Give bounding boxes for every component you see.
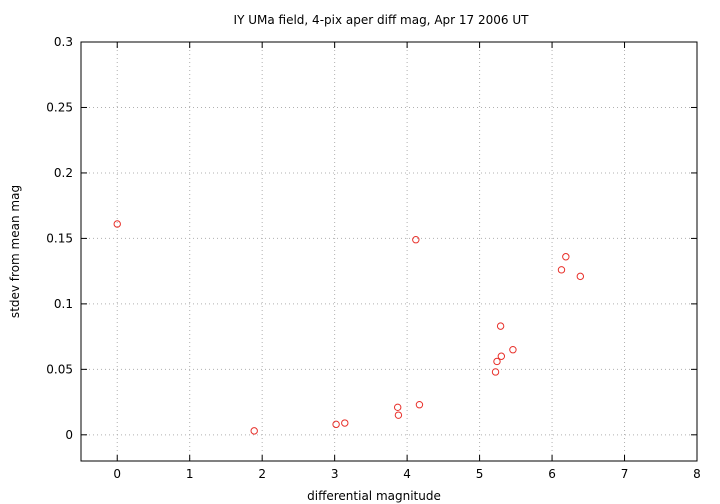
x-tick-label: 7 — [621, 467, 629, 481]
chart-title: IY UMa field, 4-pix aper diff mag, Apr 1… — [234, 13, 530, 27]
x-axis-label: differential magnitude — [307, 489, 441, 503]
y-tick-label: 0 — [65, 428, 73, 442]
x-tick-label: 4 — [403, 467, 411, 481]
grid-lines — [81, 42, 697, 461]
y-axis-label: stdev from mean mag — [8, 185, 22, 318]
data-point — [496, 322, 505, 330]
data-point — [412, 236, 420, 244]
data-point — [562, 253, 570, 261]
data-point — [497, 352, 506, 360]
data-point — [576, 272, 585, 281]
x-tick-label: 8 — [693, 467, 701, 481]
data-point — [415, 400, 424, 409]
y-tick-label: 0.15 — [46, 231, 73, 245]
data-point — [332, 420, 340, 429]
y-tick-label: 0.05 — [46, 362, 73, 376]
data-point — [493, 357, 501, 366]
axis-ticks: 0 1 2 3 4 5 6 7 8 0 0.05 0.1 0.15 0.2 0.25 0.3 — [46, 35, 701, 481]
data-point — [557, 266, 566, 274]
data-point — [394, 411, 403, 419]
data-points — [113, 220, 585, 435]
data-point — [393, 403, 402, 412]
x-tick-label: 2 — [258, 467, 266, 481]
data-point — [113, 220, 121, 228]
x-tick-label: 6 — [548, 467, 556, 481]
y-tick-label: 0.1 — [54, 297, 73, 311]
data-point — [341, 419, 349, 427]
data-point — [509, 346, 517, 354]
x-tick-label: 0 — [113, 467, 121, 481]
x-tick-label: 3 — [331, 467, 339, 481]
data-point — [491, 368, 500, 376]
y-tick-label: 0.25 — [46, 100, 73, 114]
y-tick-label: 0.2 — [54, 166, 73, 180]
y-tick-label: 0.3 — [54, 35, 73, 49]
x-tick-label: 1 — [186, 467, 194, 481]
plot-frame — [80, 41, 698, 462]
x-tick-label: 5 — [476, 467, 484, 481]
data-point — [250, 427, 258, 435]
